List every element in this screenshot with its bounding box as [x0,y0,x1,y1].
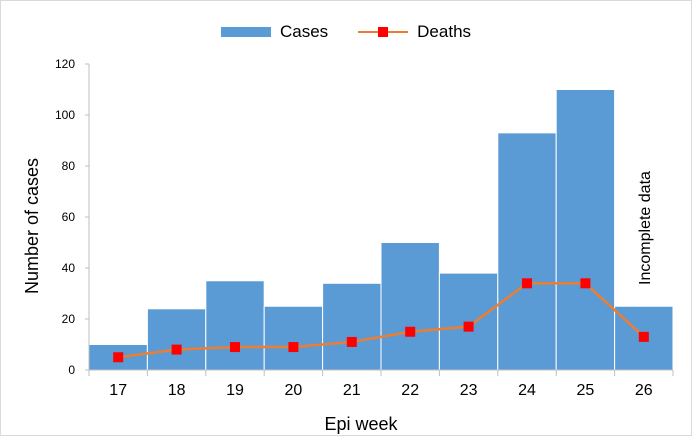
legend-label-cases: Cases [279,22,329,41]
bar-cases-24 [497,132,557,371]
legend: Cases Deaths [0,22,692,42]
deaths-marker-19 [230,342,240,353]
legend-swatch-cases [220,27,271,37]
y-axis-ticks: 0 20 40 60 80 100 120 [55,57,89,377]
x-tick-label-22: 22 [401,382,419,399]
deaths-marker-21 [346,336,357,347]
y-tick-label: 20 [62,312,76,326]
x-tick-label-20: 20 [285,382,303,399]
y-tick-label: 120 [55,57,75,71]
deaths-marker-24 [522,278,532,289]
deaths-marker-17 [113,352,124,363]
legend-item-cases: Cases [220,22,329,42]
legend-item-deaths: Deaths [358,22,471,42]
legend-swatch-deaths [358,26,409,38]
y-tick-label: 0 [68,363,75,377]
x-axis-ticks: 17 18 19 20 21 22 23 24 25 26 [88,370,674,399]
x-tick-label-25: 25 [577,382,595,399]
deaths-marker-18 [171,344,182,355]
x-axis-title: Epi week [324,414,398,434]
bar-cases-19 [205,280,265,371]
bar-cases-23 [438,272,499,371]
legend-label-deaths: Deaths [417,22,472,41]
deaths-line [118,282,645,359]
y-tick-label: 80 [62,159,76,173]
bar-cases-25 [555,89,616,371]
deaths-marker-22 [405,326,416,337]
x-tick-label-23: 23 [460,382,478,399]
deaths-marker-25 [580,278,591,289]
line-deaths [113,278,649,363]
bars-cases [88,89,674,371]
bar-cases-20 [263,305,324,371]
y-tick-label: 40 [62,261,76,275]
x-tick-label-17: 17 [109,382,127,399]
x-tick-label-21: 21 [343,382,361,399]
deaths-marker-26 [638,331,649,342]
x-tick-label-24: 24 [518,382,536,399]
y-tick-label: 100 [55,108,75,122]
x-tick-label-26: 26 [635,382,653,399]
bar-cases-18 [146,308,207,371]
deaths-marker-20 [288,342,299,353]
bar-cases-21 [322,282,382,371]
incomplete-data-annotation: Incomplete data [637,171,654,285]
bar-cases-22 [380,242,440,371]
x-tick-label-18: 18 [168,382,186,399]
y-axis-title: Number of cases [22,158,42,294]
x-tick-label-19: 19 [226,382,244,399]
deaths-marker-23 [463,321,474,332]
y-tick-label: 60 [62,210,76,224]
